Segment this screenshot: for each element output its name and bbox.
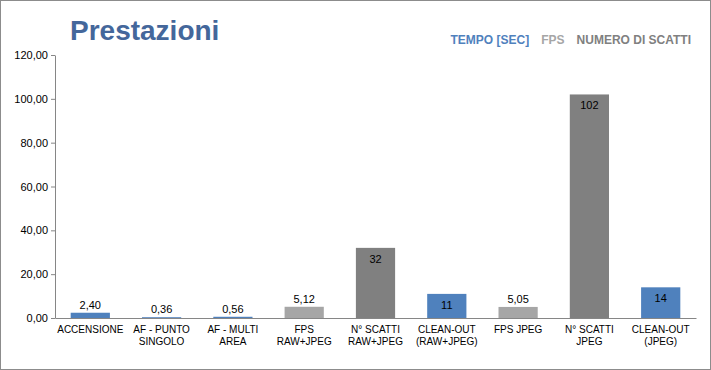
x-tick-label: CLEAN-OUT(RAW+JPEG) xyxy=(416,324,478,347)
data-label: 5,05 xyxy=(507,293,528,305)
y-tick: 0,00 xyxy=(27,312,55,324)
y-tick: 100,00 xyxy=(14,93,55,105)
bar xyxy=(356,248,395,318)
bars xyxy=(71,94,681,318)
bar xyxy=(213,317,252,318)
bar xyxy=(498,307,537,318)
x-axis: ACCENSIONE AF - PUNTOSINGOLO AF - MULTIARE… xyxy=(56,319,697,348)
y-tick: 120,00 xyxy=(14,49,55,61)
data-label: 5,12 xyxy=(293,293,314,305)
data-label: 11 xyxy=(441,299,452,311)
x-tick-label: AF - MULTIAREA xyxy=(207,324,258,347)
y-tick: 80,00 xyxy=(20,137,55,149)
x-tick-label: N° SCATTIJPEG xyxy=(565,324,614,347)
y-tick-label: 100,00 xyxy=(14,93,48,105)
x-tick: AF - MULTIAREA xyxy=(207,324,258,347)
legend-entry: NUMERO DI SCATTI xyxy=(577,33,691,47)
x-tick-label: CLEAN-OUT(JPEG) xyxy=(632,324,690,347)
y-tick-mark xyxy=(51,274,55,275)
bar xyxy=(427,294,466,318)
data-label: 0,36 xyxy=(151,303,172,315)
x-axis-line xyxy=(56,318,697,319)
x-tick: ACCENSIONE xyxy=(57,324,123,335)
y-axis: 0,00 20,00 40,00 60,00 80,00 100,00 120,00 xyxy=(14,49,55,324)
y-tick-mark xyxy=(51,318,55,319)
y-tick-label: 120,00 xyxy=(14,49,48,61)
x-tick-label: N° SCATTIRAW+JPEG xyxy=(348,324,403,347)
bar xyxy=(570,94,609,318)
y-tick-label: 20,00 xyxy=(20,268,48,280)
y-tick-label: 80,00 xyxy=(20,137,48,149)
y-tick-mark xyxy=(51,187,55,188)
data-label: 2,40 xyxy=(80,299,101,311)
legend: TEMPO [SEC] FPS NUMERO DI SCATTI xyxy=(451,33,691,47)
x-tick: CLEAN-OUT(RAW+JPEG) xyxy=(416,324,478,347)
bar xyxy=(641,287,680,318)
bar xyxy=(71,313,110,318)
title: Prestazioni xyxy=(70,15,219,46)
data-label: 0,56 xyxy=(222,303,243,315)
legend-entry: TEMPO [SEC] xyxy=(451,33,530,47)
x-tick: CLEAN-OUT(JPEG) xyxy=(632,324,690,347)
x-tick: AF - PUNTOSINGOLO xyxy=(133,324,190,347)
x-tick: FPSRAW+JPEG xyxy=(277,324,332,347)
y-tick: 20,00 xyxy=(20,268,55,280)
data-label: 32 xyxy=(369,253,381,265)
y-tick-mark xyxy=(51,55,55,56)
y-tick: 40,00 xyxy=(20,224,55,236)
data-labels: 2,40 0,36 0,56 11 14 5,12 5,05 32 102 xyxy=(80,99,667,315)
x-tick-label: FPSRAW+JPEG xyxy=(277,324,332,347)
data-label: 14 xyxy=(655,292,667,304)
data-label: 102 xyxy=(580,99,598,111)
y-tick-label: 40,00 xyxy=(20,224,48,236)
y-tick-label: 0,00 xyxy=(27,312,48,324)
x-tick: N° SCATTIRAW+JPEG xyxy=(348,324,403,347)
chart: Prestazioni 0,00 20,00 40,00 60,00 80,00 100,0… xyxy=(0,0,711,370)
y-tick-mark xyxy=(51,143,55,144)
y-tick-mark xyxy=(51,230,55,231)
x-tick-label: AF - PUNTOSINGOLO xyxy=(133,324,190,347)
legend-entry: FPS xyxy=(541,33,564,47)
x-tick: N° SCATTIJPEG xyxy=(565,324,614,347)
bar xyxy=(142,317,181,318)
x-tick-label: ACCENSIONE xyxy=(57,324,123,335)
y-tick-label: 60,00 xyxy=(20,181,48,193)
y-tick-mark xyxy=(51,99,55,100)
x-tick: FPS JPEG xyxy=(494,324,543,335)
y-tick: 60,00 xyxy=(20,181,55,193)
x-tick-label: FPS JPEG xyxy=(494,324,543,335)
frame xyxy=(1,1,711,370)
bar xyxy=(285,307,324,318)
y-axis-line xyxy=(55,56,56,319)
